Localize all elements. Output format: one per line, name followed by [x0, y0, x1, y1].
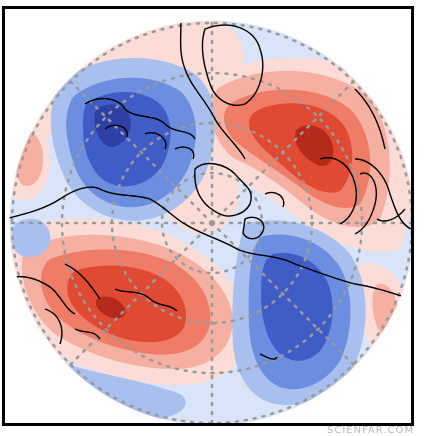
coastline-scandinavia	[319, 157, 377, 235]
map-frame	[2, 6, 414, 426]
coastline-kamchatka-japan	[44, 263, 178, 345]
positive-anomaly-core	[67, 265, 187, 343]
watermark: SCIENFAR.COM	[326, 425, 414, 436]
coastline-alaska	[9, 186, 186, 225]
coastline-asia-east	[9, 275, 76, 315]
polar-anomaly-map	[8, 19, 411, 423]
coastline-canadian-archipelago	[84, 97, 196, 160]
positive-anomaly-maximum	[295, 125, 334, 167]
coastline-greenland	[201, 24, 264, 106]
positive-anomaly-maximum	[95, 296, 126, 319]
coastline-arctic-islands	[194, 162, 285, 240]
graticule	[9, 20, 411, 423]
negative-anomaly-region-light	[11, 218, 51, 258]
coastline-europe	[354, 158, 411, 230]
map-disc-edge	[8, 19, 411, 423]
coastline-north-atlantic	[354, 88, 386, 150]
coastline-siberia	[184, 223, 411, 300]
coastline-north-america-east	[179, 20, 246, 160]
